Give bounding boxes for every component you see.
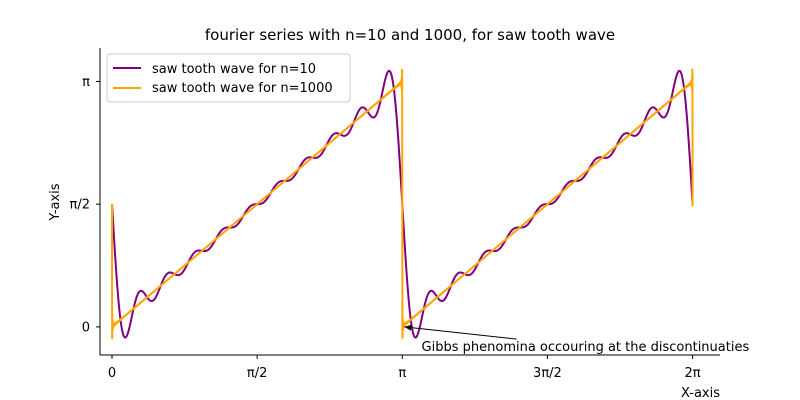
- legend-label-n1000: saw tooth wave for n=1000: [152, 81, 333, 96]
- x-tick-label: 2π: [685, 366, 701, 381]
- x-tick-label: 0: [108, 366, 116, 381]
- y-tick-label: 0: [82, 320, 90, 335]
- annotation-arrow-head: [404, 324, 412, 331]
- x-tick-label: 3π/2: [533, 366, 562, 381]
- series-line-1: [111, 68, 694, 340]
- annotation-text: Gibbs phenomina occouring at the discont…: [422, 340, 750, 355]
- x-tick-label: π/2: [247, 366, 267, 381]
- y-tick-label: π: [82, 75, 90, 90]
- annotation: Gibbs phenomina occouring at the discont…: [404, 324, 750, 355]
- x-tick-label: π: [398, 366, 406, 381]
- legend: saw tooth wave for n=10 saw tooth wave f…: [106, 53, 351, 103]
- legend-box: [106, 53, 351, 103]
- x-ticks: 0 π/2 π 3π/2 2π: [108, 355, 701, 381]
- legend-label-n10: saw tooth wave for n=10: [152, 62, 316, 77]
- x-axis-label: X-axis: [681, 386, 720, 400]
- y-tick-label: π/2: [70, 198, 90, 213]
- chart-title: fourier series with n=10 and 1000, for s…: [205, 26, 615, 44]
- y-axis-label: Y-axis: [48, 183, 63, 221]
- series-layer: [111, 68, 694, 340]
- y-ticks: 0 π/2 π: [70, 75, 100, 335]
- annotation-arrow-line: [404, 326, 517, 340]
